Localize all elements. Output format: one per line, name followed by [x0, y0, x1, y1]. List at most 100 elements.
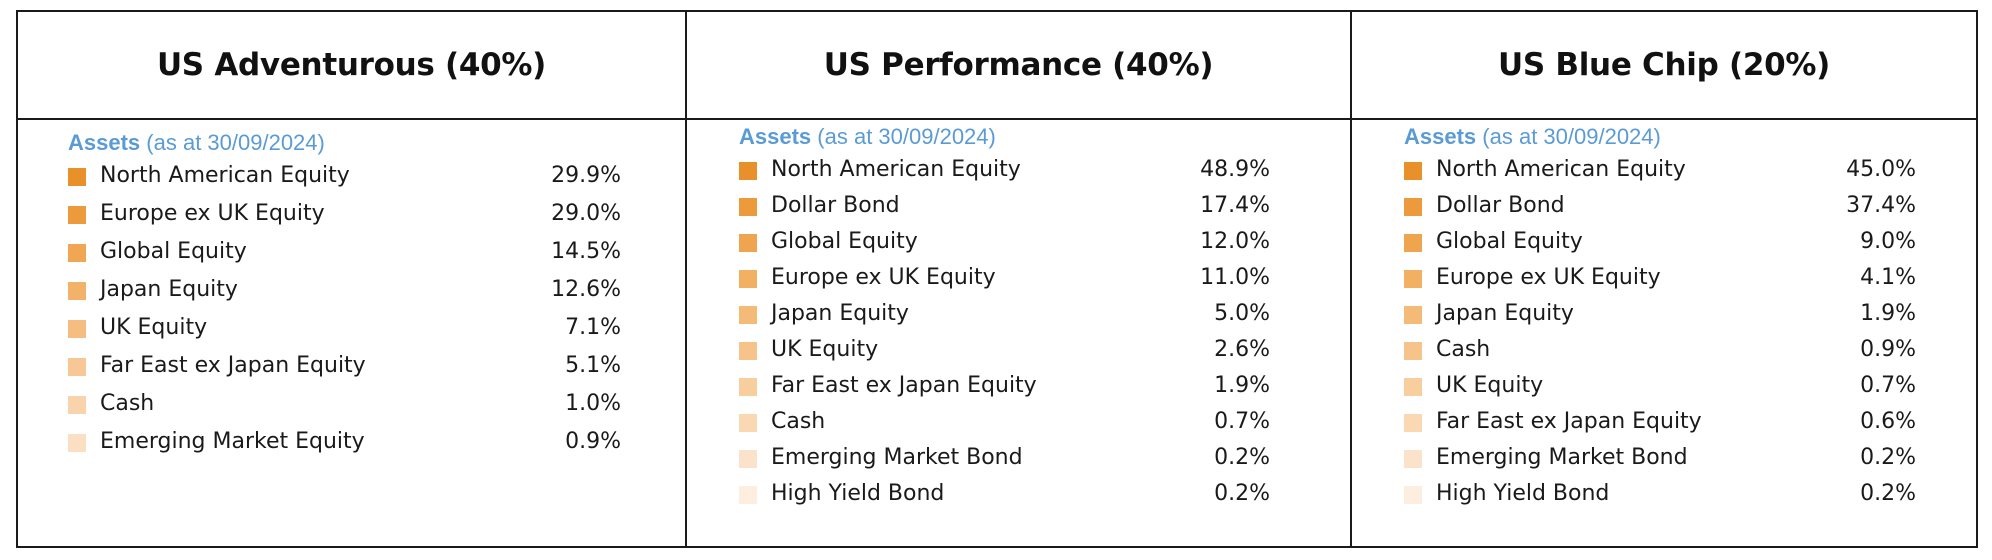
legend-swatch [68, 434, 86, 452]
panel-title: US Adventurous (40%) [18, 12, 685, 120]
asset-value: 14.5% [551, 239, 621, 264]
asset-value: 0.7% [1214, 409, 1270, 434]
asset-value: 2.6% [1214, 337, 1270, 362]
asset-row: Dollar Bond 37.4% [1352, 188, 1976, 224]
asset-label: Japan Equity [100, 277, 238, 302]
legend-swatch [739, 306, 757, 324]
asset-row: Cash 1.0% [18, 386, 685, 424]
asset-row: Global Equity 9.0% [1352, 224, 1976, 260]
asset-value: 4.1% [1860, 265, 1916, 290]
asset-row: UK Equity 0.7% [1352, 368, 1976, 404]
asset-list: North American Equity 45.0% Dollar Bond 37.… [1352, 152, 1976, 512]
asset-value: 9.0% [1860, 229, 1916, 254]
legend-swatch [1404, 234, 1422, 252]
asset-row: UK Equity 2.6% [687, 332, 1350, 368]
asset-value: 5.1% [565, 353, 621, 378]
assets-date: (as at 30/09/2024) [146, 130, 325, 155]
asset-value: 37.4% [1846, 193, 1916, 218]
asset-value: 29.0% [551, 201, 621, 226]
panel-title: US Performance (40%) [687, 12, 1350, 120]
asset-row: Emerging Market Bond 0.2% [1352, 440, 1976, 476]
asset-value: 1.9% [1214, 373, 1270, 398]
asset-row: Emerging Market Bond 0.2% [687, 440, 1350, 476]
asset-value: 11.0% [1200, 265, 1270, 290]
legend-swatch [1404, 198, 1422, 216]
asset-row: North American Equity 45.0% [1352, 152, 1976, 188]
legend-swatch [68, 320, 86, 338]
asset-row: Far East ex Japan Equity 0.6% [1352, 404, 1976, 440]
legend-swatch [1404, 270, 1422, 288]
legend-swatch [68, 168, 86, 186]
asset-label: Dollar Bond [771, 193, 900, 218]
legend-swatch [1404, 162, 1422, 180]
asset-row: Cash 0.7% [687, 404, 1350, 440]
asset-value: 12.6% [551, 277, 621, 302]
asset-list: North American Equity 48.9% Dollar Bond 17.… [687, 152, 1350, 512]
asset-label: Europe ex UK Equity [771, 265, 996, 290]
asset-value: 1.9% [1860, 301, 1916, 326]
legend-swatch [1404, 306, 1422, 324]
legend-swatch [739, 378, 757, 396]
asset-label: Far East ex Japan Equity [1436, 409, 1702, 434]
asset-value: 0.6% [1860, 409, 1916, 434]
legend-swatch [739, 486, 757, 504]
panel-body: Assets (as at 30/09/2024) North American… [18, 120, 685, 454]
legend-swatch [1404, 450, 1422, 468]
asset-label: Global Equity [771, 229, 918, 254]
asset-label: Dollar Bond [1436, 193, 1565, 218]
asset-value: 0.2% [1860, 445, 1916, 470]
legend-swatch [1404, 378, 1422, 396]
legend-swatch [68, 358, 86, 376]
legend-swatch [739, 342, 757, 360]
asset-label: Emerging Market Bond [1436, 445, 1688, 470]
asset-label: UK Equity [1436, 373, 1544, 398]
asset-row: Far East ex Japan Equity 5.1% [18, 348, 685, 386]
asset-row: Dollar Bond 17.4% [687, 188, 1350, 224]
panel-us-blue-chip: US Blue Chip (20%) Assets (as at 30/09/2… [1350, 12, 1976, 546]
legend-swatch [739, 162, 757, 180]
legend-swatch [1404, 486, 1422, 504]
panel-us-adventurous: US Adventurous (40%) Assets (as at 30/09… [18, 12, 685, 546]
legend-swatch [739, 270, 757, 288]
asset-value: 0.2% [1214, 445, 1270, 470]
asset-label: High Yield Bond [1436, 481, 1610, 506]
legend-swatch [739, 234, 757, 252]
asset-label: North American Equity [771, 157, 1021, 182]
asset-row: Global Equity 12.0% [687, 224, 1350, 260]
panel-us-performance: US Performance (40%) Assets (as at 30/09… [685, 12, 1350, 546]
asset-value: 7.1% [565, 315, 621, 340]
asset-row: UK Equity 7.1% [18, 310, 685, 348]
asset-label: Europe ex UK Equity [100, 201, 325, 226]
asset-row: Japan Equity 1.9% [1352, 296, 1976, 332]
asset-label: High Yield Bond [771, 481, 945, 506]
legend-swatch [1404, 342, 1422, 360]
assets-date: (as at 30/09/2024) [1482, 124, 1661, 149]
asset-row: Japan Equity 12.6% [18, 272, 685, 310]
assets-heading: Assets (as at 30/09/2024) [739, 124, 996, 150]
assets-heading: Assets (as at 30/09/2024) [1404, 124, 1661, 150]
asset-label: Japan Equity [771, 301, 909, 326]
asset-row: Emerging Market Equity 0.9% [18, 424, 685, 462]
asset-value: 45.0% [1846, 157, 1916, 182]
portfolio-comparison-table: US Adventurous (40%) Assets (as at 30/09… [16, 10, 1978, 548]
assets-label: Assets [68, 130, 141, 155]
assets-label: Assets [739, 124, 812, 149]
asset-label: Far East ex Japan Equity [100, 353, 366, 378]
asset-row: High Yield Bond 0.2% [687, 476, 1350, 512]
asset-value: 0.7% [1860, 373, 1916, 398]
legend-swatch [68, 396, 86, 414]
asset-value: 0.2% [1860, 481, 1916, 506]
asset-label: Japan Equity [1436, 301, 1574, 326]
asset-row: High Yield Bond 0.2% [1352, 476, 1976, 512]
asset-row: Europe ex UK Equity 11.0% [687, 260, 1350, 296]
legend-swatch [68, 206, 86, 224]
asset-value: 0.9% [565, 429, 621, 454]
asset-label: Europe ex UK Equity [1436, 265, 1661, 290]
asset-value: 0.2% [1214, 481, 1270, 506]
assets-heading: Assets (as at 30/09/2024) [68, 130, 325, 156]
asset-row: Europe ex UK Equity 29.0% [18, 196, 685, 234]
asset-label: Emerging Market Equity [100, 429, 365, 454]
asset-row: Cash 0.9% [1352, 332, 1976, 368]
asset-label: UK Equity [771, 337, 879, 362]
asset-label: UK Equity [100, 315, 208, 340]
